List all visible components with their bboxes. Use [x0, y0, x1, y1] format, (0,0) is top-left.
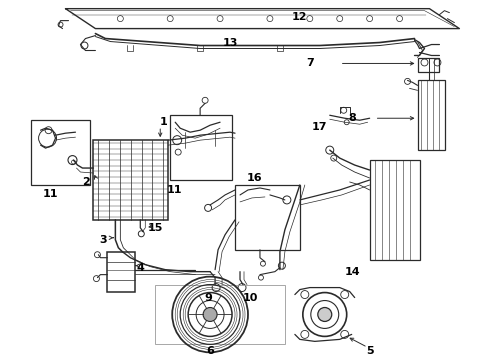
- Text: 4: 4: [136, 263, 144, 273]
- Text: 13: 13: [222, 37, 238, 48]
- Bar: [417, 80, 445, 150]
- Bar: [170, 115, 232, 180]
- Bar: [107, 252, 135, 292]
- Text: 9: 9: [204, 293, 212, 302]
- Circle shape: [203, 307, 217, 321]
- Text: 5: 5: [366, 346, 373, 356]
- Text: 16: 16: [247, 173, 263, 183]
- Text: 11: 11: [167, 185, 182, 195]
- Text: 6: 6: [206, 346, 214, 356]
- Circle shape: [318, 307, 332, 321]
- Bar: [369, 160, 419, 260]
- Text: 8: 8: [349, 113, 357, 123]
- Text: 2: 2: [83, 177, 90, 187]
- Text: 12: 12: [292, 12, 308, 22]
- Bar: [30, 120, 91, 185]
- Bar: [235, 185, 300, 250]
- Text: 11: 11: [43, 189, 58, 199]
- Bar: [94, 140, 168, 220]
- Text: 7: 7: [306, 58, 314, 68]
- Text: 14: 14: [345, 267, 361, 276]
- Text: 15: 15: [147, 223, 163, 233]
- Text: 3: 3: [99, 235, 107, 245]
- Bar: [155, 285, 285, 345]
- Text: 17: 17: [312, 122, 327, 132]
- Text: 10: 10: [242, 293, 258, 302]
- Text: 1: 1: [159, 117, 167, 127]
- Bar: [417, 58, 440, 72]
